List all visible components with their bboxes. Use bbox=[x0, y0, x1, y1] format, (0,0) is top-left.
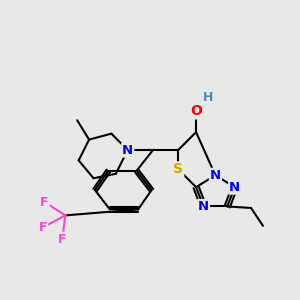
Text: N: N bbox=[122, 143, 133, 157]
Text: N: N bbox=[210, 169, 221, 182]
Text: F: F bbox=[39, 221, 47, 234]
Text: N: N bbox=[198, 200, 209, 213]
Text: H: H bbox=[203, 92, 213, 104]
Text: S: S bbox=[173, 162, 183, 176]
Text: F: F bbox=[58, 233, 67, 246]
Text: F: F bbox=[40, 196, 49, 208]
Text: O: O bbox=[190, 104, 202, 118]
Text: N: N bbox=[229, 181, 240, 194]
